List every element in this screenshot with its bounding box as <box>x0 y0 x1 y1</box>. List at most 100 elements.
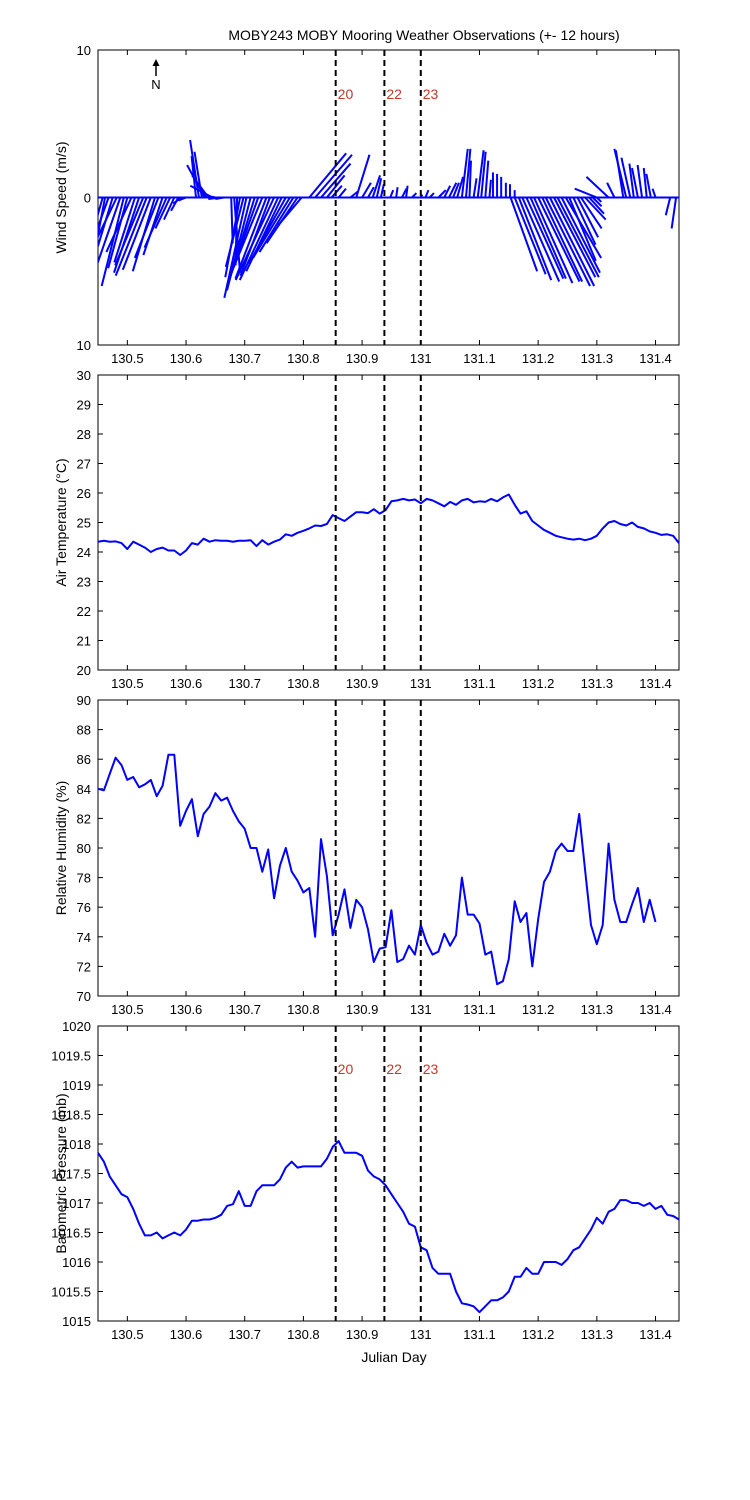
y-tick-label: 1017 <box>62 1196 91 1211</box>
x-tick-label: 130.7 <box>228 676 261 691</box>
wind-vector <box>105 197 133 253</box>
wind-vector <box>592 196 603 208</box>
x-tick-label: 131.2 <box>522 351 555 366</box>
wind-vector <box>114 197 145 266</box>
wind-vector <box>509 197 539 272</box>
wind-vector <box>468 160 472 198</box>
wind-vector <box>576 197 600 238</box>
wind-vector <box>349 190 359 199</box>
chart-panel-4: 130.5 130.6 130.7 130.8 130.9 131 131.1 131.2 13… <box>51 1019 680 1342</box>
wind-vector <box>480 151 487 198</box>
wind-vector <box>215 196 225 200</box>
y-tick-label: 20 <box>77 663 91 678</box>
y-tick-label: 1016 <box>62 1255 91 1270</box>
wind-vector <box>488 179 492 198</box>
wind-vector <box>163 197 176 221</box>
x-tick-label: 130.8 <box>287 351 320 366</box>
y-tick-label: 24 <box>77 545 91 560</box>
wind-vector <box>517 197 553 281</box>
wind-vector <box>580 196 603 230</box>
wind-vector <box>428 192 435 199</box>
y-tick-label: 10 <box>77 338 91 353</box>
y-tick-label: 1019.5 <box>51 1049 91 1064</box>
wind-vector <box>574 187 598 199</box>
x-tick-label: 130.6 <box>170 1002 203 1017</box>
wind-vector <box>588 196 605 215</box>
wind-vector <box>234 197 275 281</box>
plot-area <box>98 493 679 556</box>
wind-vector <box>456 176 465 198</box>
x-tick-label: 131.4 <box>639 676 672 691</box>
wind-vector <box>258 196 295 253</box>
wind-vector <box>367 186 375 198</box>
wind-vector <box>133 197 160 259</box>
wind-vector <box>525 197 565 280</box>
marker-label: 22 <box>386 86 402 102</box>
y-tick-label: 30 <box>77 368 91 383</box>
x-tick-label: 131.1 <box>463 351 496 366</box>
wind-vector <box>314 154 353 199</box>
wind-vector <box>375 178 383 198</box>
y-tick-label: 21 <box>77 634 91 649</box>
x-tick-label: 131.2 <box>522 1327 555 1342</box>
wind-vector <box>645 173 652 198</box>
wind-vector <box>628 163 635 198</box>
wind-vector <box>424 189 430 198</box>
data-series-line <box>98 493 679 556</box>
wind-vector <box>189 139 200 198</box>
y-tick-label: 84 <box>77 782 91 797</box>
x-tick-label: 131.1 <box>463 1002 496 1017</box>
y-tick-label: 70 <box>77 989 91 1004</box>
x-tick-label: 130.6 <box>170 1327 203 1342</box>
x-tick-label: 130.9 <box>346 1327 379 1342</box>
y-tick-label: 72 <box>77 959 91 974</box>
north-arrow-icon <box>152 59 160 66</box>
wind-vector <box>613 148 628 198</box>
wind-vector <box>154 197 172 229</box>
x-tick-label: 130.9 <box>346 1002 379 1017</box>
x-tick-label: 130.9 <box>346 676 379 691</box>
chart-panel-2: 130.5 130.6 130.7 130.8 130.9 131 131.1 131.2 13… <box>53 368 680 691</box>
wind-vector <box>326 174 346 199</box>
y-tick-label: 29 <box>77 398 91 413</box>
y-tick-label: 28 <box>77 427 91 442</box>
plot-area <box>98 139 679 299</box>
x-tick-label: 130.7 <box>228 351 261 366</box>
y-tick-label: 22 <box>77 604 91 619</box>
y-tick-label: 0 <box>84 191 91 206</box>
wind-vector <box>541 197 583 283</box>
x-tick-label: 130.8 <box>287 1002 320 1017</box>
y-tick-label: 23 <box>77 575 91 590</box>
wind-vector <box>98 197 104 218</box>
wind-vector <box>548 197 596 287</box>
x-tick-label: 131 <box>410 1002 432 1017</box>
wind-vector <box>585 176 610 199</box>
y-tick-label: 10 <box>77 43 91 58</box>
plot-frame <box>97 699 680 997</box>
wind-vector <box>224 197 245 268</box>
y-tick-label: 1016.5 <box>51 1226 91 1241</box>
chart-panel-3: 130.5 130.6 130.7 130.8 130.9 131 131.1 131.2 13… <box>53 693 680 1017</box>
wind-vector <box>98 197 118 239</box>
plot-frame <box>97 1025 680 1322</box>
wind-vector <box>113 197 136 263</box>
wind-vector <box>560 197 601 274</box>
wind-vector <box>664 197 672 216</box>
x-tick-label: 131.1 <box>463 676 496 691</box>
wind-vector <box>651 188 657 198</box>
wind-vector <box>537 197 581 283</box>
y-tick-label: 74 <box>77 930 91 945</box>
data-series-line <box>98 753 657 986</box>
x-tick-label: 130.5 <box>111 1327 144 1342</box>
wind-vector <box>379 184 385 198</box>
wind-vector <box>448 182 458 198</box>
wind-vector <box>553 197 597 278</box>
marker-label: 20 <box>338 86 354 102</box>
x-tick-label: 131.2 <box>522 1002 555 1017</box>
y-tick-label: 1018 <box>62 1137 91 1152</box>
wind-vector <box>464 148 472 198</box>
wind-vector <box>670 197 678 229</box>
x-tick-label: 130.5 <box>111 351 144 366</box>
marker-label: 20 <box>338 1061 354 1077</box>
wind-vector <box>572 197 597 246</box>
